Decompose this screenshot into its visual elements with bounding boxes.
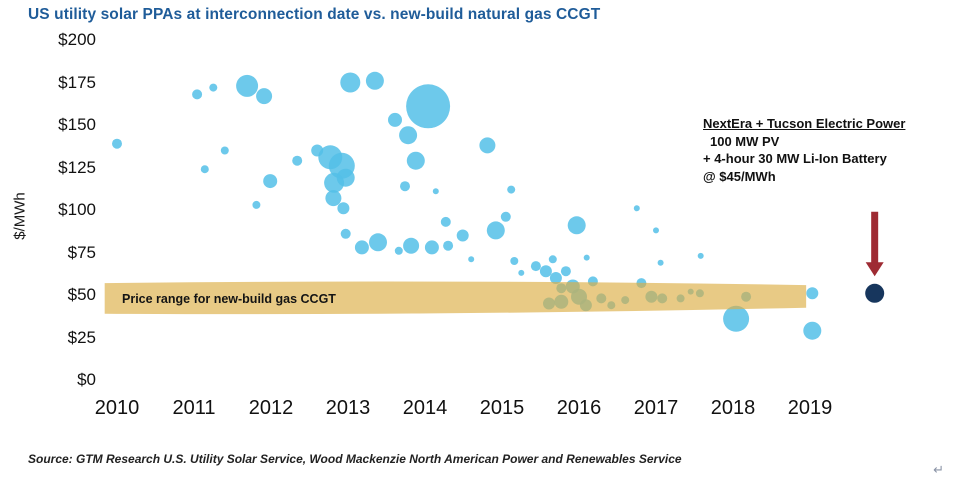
x-tick-label: 2017 bbox=[633, 397, 679, 419]
annotation-line-pv: 100 MW PV bbox=[710, 133, 780, 149]
highlight-ppa-dot bbox=[865, 283, 885, 303]
solar-ppa-bubble bbox=[456, 229, 469, 242]
solar-ppa-bubble bbox=[263, 174, 278, 189]
solar-ppa-bubble bbox=[403, 237, 420, 254]
solar-ppa-bubble bbox=[112, 138, 122, 149]
solar-ppa-bubble bbox=[440, 216, 451, 227]
solar-ppa-bubble bbox=[653, 227, 659, 234]
y-tick-label: $75 bbox=[67, 242, 96, 262]
x-tick-label: 2014 bbox=[402, 397, 448, 419]
solar-ppa-bubble bbox=[365, 71, 384, 90]
y-tick-label: $125 bbox=[58, 157, 96, 177]
y-tick-label: $175 bbox=[58, 72, 96, 92]
solar-ppa-bubble bbox=[388, 112, 402, 127]
solar-ppa-bubble bbox=[406, 151, 425, 170]
solar-ppa-bubble bbox=[325, 190, 342, 207]
y-tick-label: $50 bbox=[67, 285, 96, 304]
solar-ppa-bubble bbox=[803, 321, 822, 340]
x-tick-label: 2012 bbox=[248, 397, 294, 419]
solar-ppa-bubble bbox=[432, 188, 439, 195]
solar-ppa-bubble bbox=[336, 168, 355, 187]
solar-ppa-bubble bbox=[500, 211, 511, 222]
solar-ppa-bubble bbox=[369, 233, 387, 252]
solar-ppa-bubble bbox=[236, 74, 259, 97]
solar-ppa-bubble bbox=[657, 259, 664, 266]
x-tick-label: 2016 bbox=[556, 397, 602, 419]
solar-ppa-bubble bbox=[443, 240, 454, 251]
chart-title: US utility solar PPAs at interconnection… bbox=[28, 6, 601, 23]
solar-ppa-bubble bbox=[220, 146, 229, 155]
solar-ppa-bubble bbox=[400, 181, 410, 192]
solar-ppa-bubble bbox=[340, 228, 351, 239]
solar-ppa-bubble bbox=[518, 269, 525, 276]
solar-ppa-bubble bbox=[399, 126, 418, 145]
y-tick-label: $100 bbox=[58, 200, 96, 219]
return-mark: ↵ bbox=[933, 462, 944, 477]
solar-ppa-bubble bbox=[209, 83, 218, 92]
y-tick-label: $200 bbox=[58, 30, 96, 49]
solar-ppa-bubble bbox=[486, 221, 505, 240]
solar-ppa-bubble bbox=[530, 261, 541, 272]
y-tick-label: $25 bbox=[67, 327, 96, 347]
x-tick-label: 2013 bbox=[325, 397, 371, 419]
annotation-line-battery: + 4-hour 30 MW Li-Ion Battery bbox=[703, 151, 887, 166]
solar-ppa-bubble bbox=[548, 255, 557, 264]
solar-ppa-bubble bbox=[583, 254, 590, 261]
x-tick-label: 2019 bbox=[787, 397, 833, 419]
solar-ppa-bubble bbox=[633, 205, 640, 212]
gas-ccgt-price-band bbox=[104, 281, 807, 315]
solar-ppa-bubble bbox=[697, 252, 704, 259]
solar-ppa-bubble bbox=[507, 185, 516, 194]
gas-ccgt-band-label: Price range for new-build gas CCGT bbox=[122, 292, 336, 306]
annotation-arrow-head bbox=[865, 262, 884, 277]
y-tick-label: $0 bbox=[77, 370, 96, 389]
solar-ppa-bubble bbox=[354, 240, 369, 255]
solar-ppa-bubble bbox=[510, 257, 519, 265]
annotation-block: NextEra + Tucson Electric Power 100 MW P… bbox=[703, 115, 905, 185]
x-tick-label: 2018 bbox=[710, 397, 756, 419]
solar-ppa-bubble bbox=[806, 287, 819, 300]
solar-ppa-bubble bbox=[252, 200, 261, 209]
solar-ppa-bubble bbox=[549, 272, 562, 284]
solar-ppa-bubble bbox=[337, 202, 350, 215]
solar-ppa-bubble bbox=[200, 165, 209, 174]
solar-ppa-bubble bbox=[539, 265, 552, 278]
solar-ppa-bubble bbox=[292, 155, 303, 166]
solar-ppa-bubble bbox=[394, 246, 403, 255]
solar-ppa-bubble bbox=[340, 72, 361, 93]
annotation-title: NextEra + Tucson Electric Power bbox=[703, 116, 906, 131]
solar-ppa-bubble bbox=[479, 137, 496, 154]
x-tick-label: 2015 bbox=[479, 397, 525, 419]
solar-ppa-bubble bbox=[256, 88, 273, 105]
solar-ppa-bubble bbox=[567, 216, 586, 235]
solar-ppa-bubble bbox=[424, 240, 439, 255]
solar-ppa-bubble bbox=[723, 305, 750, 332]
x-tick-label: 2011 bbox=[172, 397, 216, 419]
solar-ppa-bubble bbox=[468, 256, 475, 263]
annotation-line-price: @ $45/MWh bbox=[703, 168, 776, 184]
solar-ppa-bubble bbox=[406, 84, 451, 129]
solar-ppa-bubble bbox=[192, 89, 203, 100]
solar-ppa-bubble bbox=[560, 266, 571, 277]
source-note: Source: GTM Research U.S. Utility Solar … bbox=[28, 452, 682, 466]
x-tick-label: 2010 bbox=[94, 397, 140, 419]
y-tick-label: $150 bbox=[58, 115, 96, 134]
